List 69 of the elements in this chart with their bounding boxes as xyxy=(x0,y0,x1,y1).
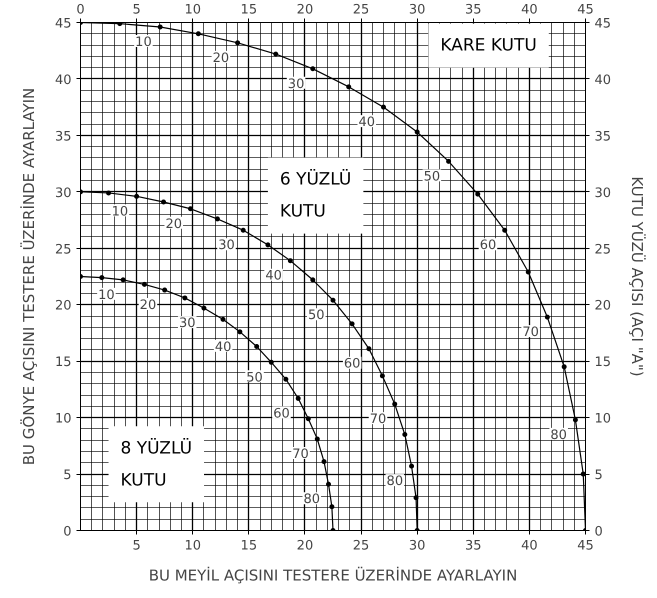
y2-tick-label: 35 xyxy=(594,129,612,144)
x2-tick-label: 45 xyxy=(577,2,594,18)
annotation: 10 xyxy=(135,35,152,50)
x2-tick-label: 10 xyxy=(184,2,201,18)
annotation: 20 xyxy=(165,216,182,232)
x-tick-label: 40 xyxy=(521,538,538,554)
y2-tick-label: 15 xyxy=(594,355,612,370)
text: KARE KUTU xyxy=(440,36,537,56)
annotation: 40 xyxy=(265,268,282,284)
annotation: 50 xyxy=(246,370,263,386)
annotation: 40 xyxy=(358,115,376,130)
x2-tick-label: 20 xyxy=(296,2,314,18)
annotation: 40 xyxy=(214,340,232,355)
y2-tick-label: 0 xyxy=(594,524,603,540)
y-tick-label: 20 xyxy=(54,298,72,314)
x-tick-label: 35 xyxy=(465,538,482,554)
y2-tick-label: 20 xyxy=(594,298,612,314)
y-tick-label: 40 xyxy=(54,72,72,88)
y2-tick-label: 45 xyxy=(594,16,612,32)
y2-axis-title: KUTU YÜZÜ AÇISI (AÇI "A") xyxy=(628,176,646,377)
annotation: 70 xyxy=(522,325,539,340)
y-tick-label: 30 xyxy=(54,186,72,201)
legend-label: 8 YÜZLÜ KUTU xyxy=(120,437,192,490)
x-tick-label: 15 xyxy=(240,538,258,554)
x-tick-label: 20 xyxy=(296,538,314,554)
y2-tick-label: 10 xyxy=(594,412,612,427)
x2-tick-label: 30 xyxy=(408,2,426,18)
series-label: 6 YÜZLÜ KUTU xyxy=(280,168,352,222)
y-tick-label: 5 xyxy=(63,468,72,484)
x-tick-label: 10 xyxy=(184,538,201,554)
annotation: 70 xyxy=(370,412,386,428)
y-axis-title: BU GÖNYE AÇISINI TESTERE ÜZERİNDE AYARLAYIN xyxy=(20,88,38,466)
annotation: 70 xyxy=(292,447,309,462)
x-tick-label: 25 xyxy=(352,538,370,554)
x2-tick-label: 35 xyxy=(465,2,482,18)
annotation: 30 xyxy=(218,238,235,254)
y2-tick-label: 25 xyxy=(594,242,612,258)
annotation: 60 xyxy=(273,406,290,422)
annotation: 80 xyxy=(386,474,404,490)
x2-tick-label: 25 xyxy=(352,2,370,18)
y2-tick-label: 5 xyxy=(594,468,603,484)
y-tick-label: 15 xyxy=(54,355,72,370)
annotation: 80 xyxy=(304,492,320,508)
annotation: 80 xyxy=(550,428,567,443)
annotation: 60 xyxy=(344,356,360,372)
x2-tick-label: 40 xyxy=(521,2,538,18)
annotation: 10 xyxy=(98,288,115,303)
y2-tick-label: 30 xyxy=(594,186,612,201)
annotation: 30 xyxy=(288,76,304,92)
annotation: 10 xyxy=(112,204,128,220)
y-tick-label: 45 xyxy=(54,16,72,32)
y-tick-label: 0 xyxy=(63,524,72,540)
annotation: 60 xyxy=(480,238,496,254)
x2-tick-label: 15 xyxy=(240,2,258,18)
x2-tick-label: 0 xyxy=(76,2,85,18)
annotation: 20 xyxy=(212,50,230,66)
y-tick-label: 35 xyxy=(54,129,72,144)
annotation: 20 xyxy=(140,298,156,314)
y-tick-label: 25 xyxy=(54,242,72,258)
y2-tick-label: 40 xyxy=(594,72,612,88)
x-tick-label: 45 xyxy=(577,538,594,554)
x2-tick-label: 5 xyxy=(132,2,141,18)
x-tick-label: 5 xyxy=(132,538,141,554)
annotation: 30 xyxy=(178,316,196,332)
annotation: 50 xyxy=(424,169,440,184)
x-tick-label: 30 xyxy=(408,538,426,554)
annotation: 50 xyxy=(308,308,325,324)
y-tick-label: 10 xyxy=(54,412,72,427)
x-axis-title: BU MEYİL AÇISINI TESTERE ÜZERİNDE AYARLAYIN xyxy=(148,566,518,584)
